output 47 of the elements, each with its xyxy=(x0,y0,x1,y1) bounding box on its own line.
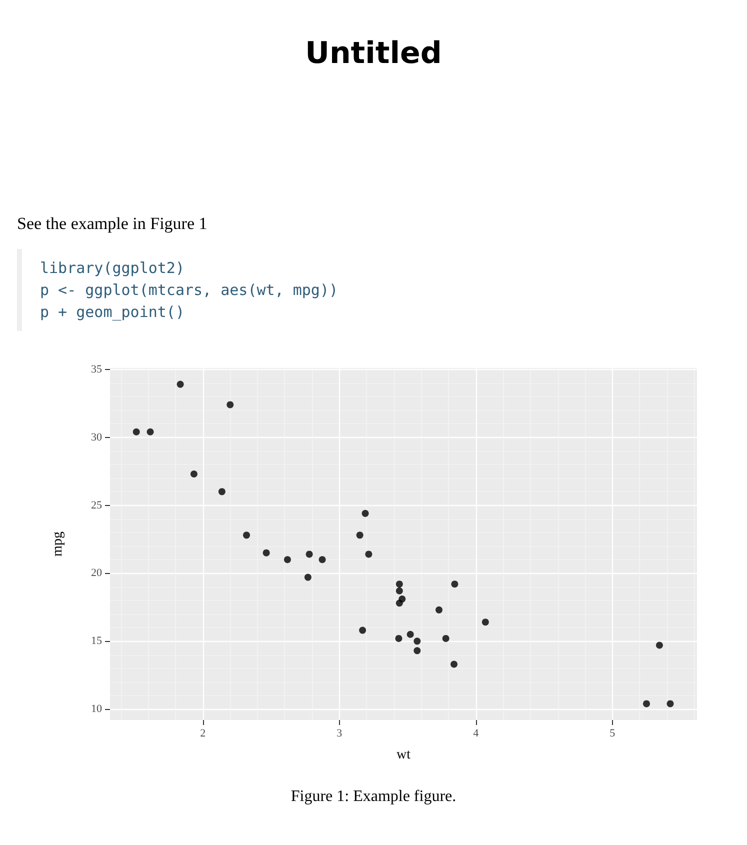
point xyxy=(482,618,489,626)
y-tick-label: 15 xyxy=(91,635,102,648)
point xyxy=(442,634,450,642)
point xyxy=(226,401,234,408)
point xyxy=(359,626,366,634)
x-tick-label: 2 xyxy=(200,728,206,740)
x-tick-label: 4 xyxy=(473,728,480,740)
x-tick-label: 3 xyxy=(336,728,343,740)
point xyxy=(318,556,326,564)
point xyxy=(262,549,270,556)
point xyxy=(414,638,421,645)
point xyxy=(218,488,226,496)
point xyxy=(243,532,250,539)
point xyxy=(450,660,458,668)
point xyxy=(356,532,364,539)
point xyxy=(656,642,663,649)
point xyxy=(396,587,403,594)
y-tick-label: 30 xyxy=(91,431,102,444)
point xyxy=(436,606,442,614)
point xyxy=(304,574,312,581)
point xyxy=(132,428,140,436)
text: library(ggplot2) p <- ggplot(mtcars, aes(wt, mpg)) p + geom_point() xyxy=(17,249,338,331)
point xyxy=(190,470,198,478)
x-axis-title: wt xyxy=(396,748,411,762)
point xyxy=(365,550,372,558)
point xyxy=(284,556,291,564)
point xyxy=(666,700,674,708)
point xyxy=(451,580,458,588)
y-tick-label: 25 xyxy=(91,499,102,512)
caption: Figure 1: Example figure. xyxy=(290,788,458,806)
point xyxy=(406,630,414,638)
point xyxy=(414,647,421,654)
point xyxy=(395,634,402,642)
y-tick-label: 10 xyxy=(91,703,102,716)
text: See the example in Figure 1 xyxy=(17,214,208,234)
point xyxy=(306,550,313,558)
point xyxy=(362,510,369,517)
chart-title: Untitled xyxy=(304,36,443,71)
point xyxy=(146,428,154,436)
x-tick-label: 5 xyxy=(610,728,616,740)
point xyxy=(396,580,403,588)
y-tick-label: 20 xyxy=(91,567,102,580)
y-tick-label: 35 xyxy=(91,363,102,376)
y-axis-title: mpg xyxy=(50,532,66,556)
point xyxy=(643,700,650,708)
point xyxy=(176,380,184,388)
point xyxy=(396,600,403,607)
